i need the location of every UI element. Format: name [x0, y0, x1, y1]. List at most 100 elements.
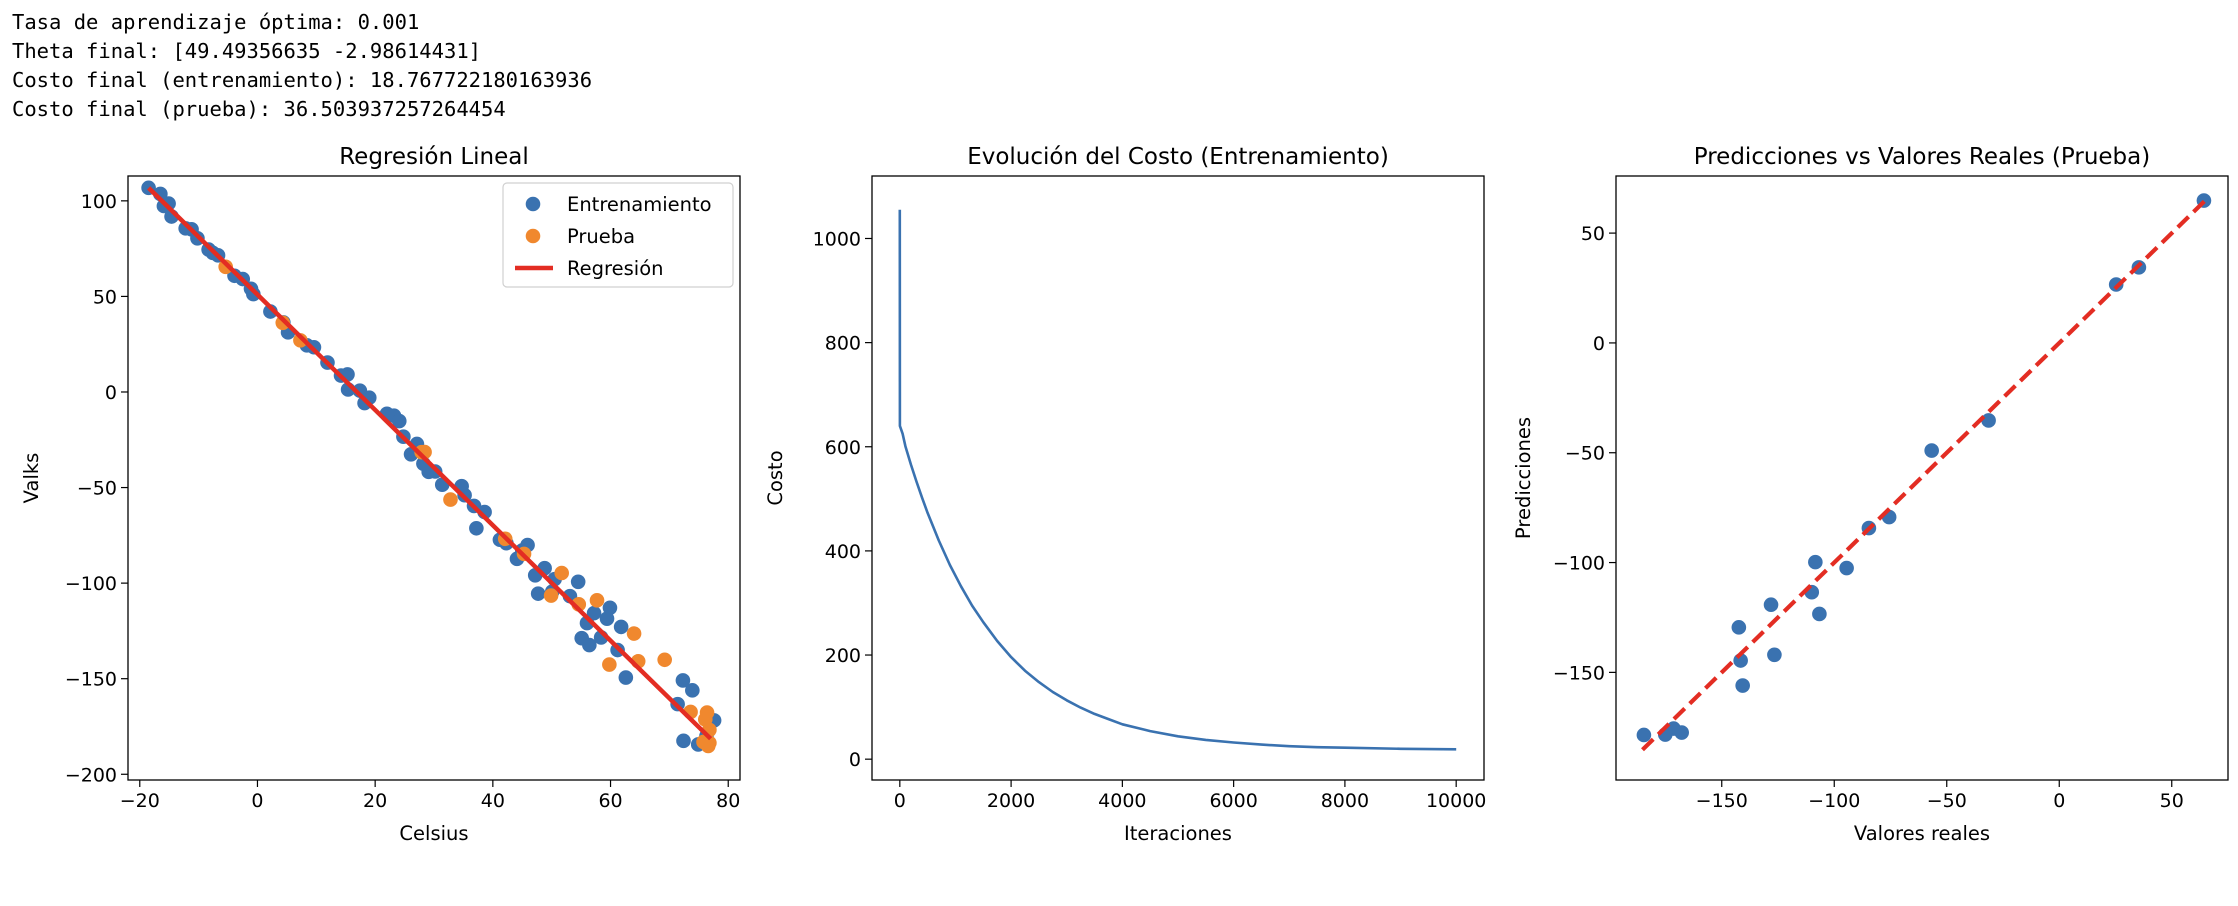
- train-point: [469, 520, 484, 536]
- console-output: Tasa de aprendizaje óptima: 0.001 Theta f…: [12, 8, 592, 124]
- y-tick-label: −50: [1565, 443, 1605, 465]
- output-line-test-cost: Costo final (prueba): 36.503937257264454: [12, 97, 506, 121]
- prediction-point: [1839, 560, 1854, 576]
- test-point: [543, 588, 559, 603]
- plot-frame: [127, 175, 741, 781]
- prediction-point: [1763, 597, 1779, 613]
- regression-line: [147, 186, 713, 741]
- chart-predictions: Predicciones vs Valores Reales (Prueba) −…: [1512, 144, 2229, 845]
- output-line-learning-rate: Tasa de aprendizaje óptima: 0.001: [12, 10, 420, 34]
- y-tick-label: −100: [1553, 553, 1605, 575]
- train-point: [530, 586, 546, 601]
- y-tick-label: 0: [849, 749, 861, 771]
- identity-line: [1641, 199, 2206, 752]
- prediction-point: [1767, 647, 1782, 663]
- x-tick-label: −100: [1808, 790, 1860, 812]
- output-line-theta: Theta final: [49.49356635 -2.98614431]: [12, 39, 481, 63]
- x-tick-label: 6000: [1209, 790, 1257, 812]
- train-point: [586, 605, 602, 621]
- legend-label: Entrenamiento: [567, 193, 712, 216]
- chart-title: Regresión Lineal: [339, 144, 529, 170]
- train-point: [613, 619, 629, 635]
- y-tick-label: −150: [65, 669, 117, 691]
- chart-cost: Evolución del Costo (Entrenamiento)0 2000…: [764, 144, 1486, 845]
- x-tick-label: 4000: [1098, 790, 1146, 812]
- y-tick-label: 1000: [813, 228, 861, 250]
- train-point: [602, 600, 618, 616]
- y-tick-label: −150: [1553, 662, 1605, 684]
- x-tick-label: 0: [2053, 790, 2065, 812]
- y-axis-label: Valks: [20, 453, 43, 504]
- y-tick-label: 400: [825, 541, 861, 563]
- test-point: [602, 657, 617, 672]
- chart-regression: Regresión Lineal−20 0 20 40 60 80−200−150−100…: [20, 144, 741, 845]
- y-axis-label: Predicciones: [1512, 417, 1535, 539]
- cost-curve: [898, 209, 1457, 751]
- y-tick-label: 50: [1581, 223, 1605, 245]
- test-point: [275, 315, 291, 331]
- x-tick-label: 80: [716, 790, 740, 812]
- prediction-point: [1812, 606, 1827, 622]
- train-point: [161, 196, 176, 211]
- test-point: [657, 652, 672, 668]
- prediction-point: [1981, 413, 1996, 428]
- prediction-point: [1731, 620, 1747, 635]
- y-tick-label: 200: [825, 645, 861, 667]
- y-tick-label: 0: [1593, 333, 1605, 355]
- y-tick-label: 0: [105, 382, 117, 404]
- test-point: [293, 333, 308, 348]
- train-point: [582, 637, 597, 653]
- plot-frame: [1615, 175, 2229, 781]
- x-tick-label: −150: [1696, 790, 1748, 812]
- y-tick-label: 50: [93, 286, 117, 308]
- prediction-point: [1636, 727, 1652, 743]
- train-point: [618, 670, 634, 685]
- x-tick-label: 0: [894, 790, 906, 812]
- x-tick-label: 20: [363, 790, 387, 812]
- y-tick-label: −200: [65, 764, 117, 786]
- x-tick-label: 40: [481, 790, 505, 812]
- x-axis-label: Iteraciones: [1124, 822, 1232, 845]
- y-axis-label: Costo: [764, 450, 787, 505]
- x-tick-label: −50: [1927, 790, 1967, 812]
- train-point: [246, 286, 261, 302]
- test-point: [218, 259, 233, 275]
- plot-frame: [871, 175, 1485, 781]
- plot-data: [1636, 193, 2212, 752]
- x-tick-label: −20: [120, 790, 160, 812]
- legend-label: Prueba: [567, 225, 635, 248]
- prediction-point: [1924, 443, 1939, 458]
- legend-marker-test: [525, 228, 541, 244]
- x-tick-label: 10000: [1426, 790, 1486, 812]
- x-tick-label: 8000: [1321, 790, 1369, 812]
- chart-title: Evolución del Costo (Entrenamiento): [967, 144, 1389, 170]
- y-tick-label: 800: [825, 333, 861, 355]
- y-tick-label: −100: [65, 573, 117, 595]
- legend-label: Regresión: [567, 257, 664, 280]
- train-point: [676, 733, 691, 749]
- test-point: [554, 565, 569, 581]
- legend-box: [502, 182, 734, 288]
- test-point: [626, 626, 642, 641]
- prediction-point: [1735, 678, 1750, 693]
- train-point: [685, 683, 700, 698]
- test-point: [589, 593, 605, 608]
- prediction-point: [1808, 554, 1823, 570]
- y-tick-label: 100: [81, 191, 117, 213]
- output-line-train-cost: Costo final (entrenamiento): 18.76772218…: [12, 68, 593, 92]
- test-point: [697, 712, 713, 727]
- x-tick-label: 2000: [987, 790, 1035, 812]
- y-tick-label: −50: [77, 478, 117, 500]
- x-axis-label: Valores reales: [1854, 822, 1990, 845]
- x-tick-label: 50: [2160, 790, 2184, 812]
- train-point: [675, 673, 691, 688]
- train-point: [570, 574, 586, 590]
- legend-marker-train: [525, 196, 541, 212]
- x-tick-label: 60: [598, 790, 622, 812]
- x-axis-label: Celsius: [399, 822, 468, 845]
- y-tick-label: 600: [825, 437, 861, 459]
- legend: Entrenamiento Prueba Regresión: [502, 182, 734, 288]
- chart-title: Predicciones vs Valores Reales (Prueba): [1694, 144, 2150, 170]
- plot-data: [898, 209, 1457, 751]
